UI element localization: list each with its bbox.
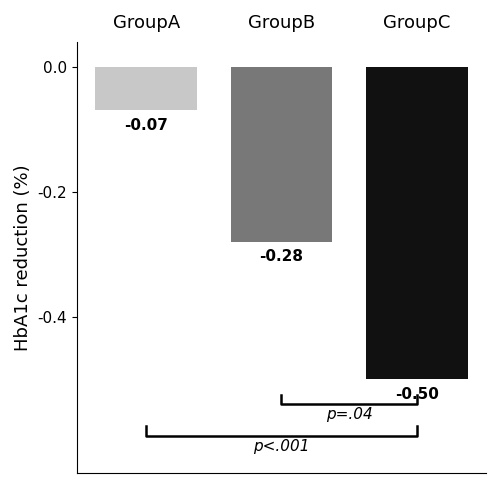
Text: -0.28: -0.28 (260, 249, 304, 264)
Text: p<.001: p<.001 (253, 439, 310, 454)
Bar (366, 67, 468, 379)
Y-axis label: HbA1c reduction (%): HbA1c reduction (%) (14, 164, 32, 351)
Text: p=.04: p=.04 (326, 408, 372, 422)
Text: -0.50: -0.50 (395, 387, 438, 402)
Text: -0.07: -0.07 (124, 118, 168, 133)
Bar (96, 67, 197, 111)
Bar (230, 67, 332, 242)
